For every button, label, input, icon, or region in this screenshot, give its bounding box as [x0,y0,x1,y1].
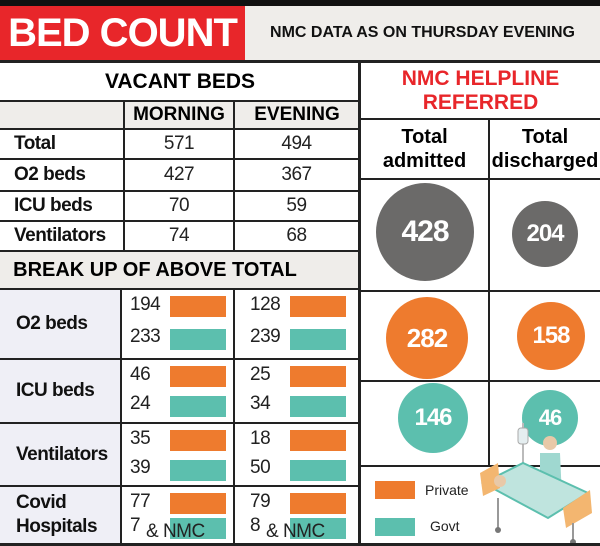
breakup-row-label: ICU beds [0,360,120,422]
breakup-evening-private: 128 [250,294,281,315]
vacant-evening-value: 367 [281,164,312,185]
legend-private-label: Private [425,482,469,498]
title: BED COUNT [0,6,245,60]
vacant-beds-title: VACANT BEDS [104,70,256,93]
helpline-title: NMC HELPLINE REFERRED [401,66,560,114]
breakup-morning-govt: 7 [130,515,141,536]
circle-total-discharged: 204 [512,201,578,267]
private-bar [290,493,346,514]
breakup-morning-private: 77 [130,491,151,512]
legend-private-swatch [375,481,415,499]
govt-bar [290,396,346,417]
breakup-evening-private: 18 [250,428,271,449]
circle-govt-admitted: 146 [398,383,468,453]
private-bar [170,430,226,451]
breakup-evening-private: 79 [250,491,271,512]
vacant-row-label: Ventilators [14,225,106,246]
breakup-evening-govt: 50 [250,456,271,478]
govt-bar [170,518,226,539]
breakup-evening-govt: 34 [250,393,271,414]
govt-bar [170,396,226,417]
column-header-row [0,101,360,128]
col-total-discharged: Total discharged [491,126,599,172]
vacant-morning-value: 70 [168,195,190,216]
vacant-morning-value: 74 [168,225,190,246]
govt-bar [290,329,346,350]
private-bar [170,296,226,317]
breakup-morning-private: 35 [130,428,151,449]
legend-govt-swatch [375,518,415,536]
vacant-morning-value: 427 [163,164,195,185]
private-bar [290,296,346,317]
govt-bar [290,518,346,539]
breakup-title: BREAK UP OF ABOVE TOTAL [13,258,297,281]
private-bar [170,366,226,387]
col-morning: MORNING [133,103,225,125]
vacant-evening-value: 494 [281,133,312,154]
breakup-row-label: Covid Hospitals [0,487,120,543]
hospital-bed-illustration-icon [480,423,592,545]
vacant-row-label: ICU beds [14,195,93,216]
breakup-morning-note: & NMC [146,521,205,542]
vacant-evening-value: 68 [286,225,307,246]
govt-bar [170,459,226,481]
breakup-morning-private: 46 [130,364,151,385]
vacant-evening-value: 59 [286,195,307,216]
circle-total-admitted: 428 [376,183,474,281]
col-total-admitted: Total admitted [382,126,467,172]
legend-govt-label: Govt [430,518,460,534]
vacant-row-label: Total [14,133,56,154]
breakup-evening-govt: 239 [250,326,281,347]
breakup-morning-govt: 24 [130,393,151,414]
circle-private-admitted: 282 [386,297,468,379]
subtitle: NMC DATA AS ON THURSDAY EVENING [245,6,600,60]
private-bar [170,493,226,514]
private-bar [290,430,346,451]
breakup-row-label: Ventilators [0,424,120,485]
breakup-morning-govt: 39 [130,456,151,478]
govt-bar [170,329,226,350]
top-border [0,0,600,6]
col-evening: EVENING [254,103,340,125]
circle-private-discharged: 158 [517,302,585,370]
govt-bar [290,459,346,481]
breakup-morning-govt: 233 [130,326,161,347]
vacant-morning-value: 571 [163,133,195,154]
breakup-row-label: O2 beds [0,290,120,358]
breakup-evening-private: 25 [250,364,271,385]
private-bar [290,366,346,387]
vacant-row-label: O2 beds [14,164,86,185]
breakup-morning-private: 194 [130,294,161,315]
breakup-evening-note: & NMC [266,521,325,542]
breakup-evening-govt: 8 [250,515,261,536]
